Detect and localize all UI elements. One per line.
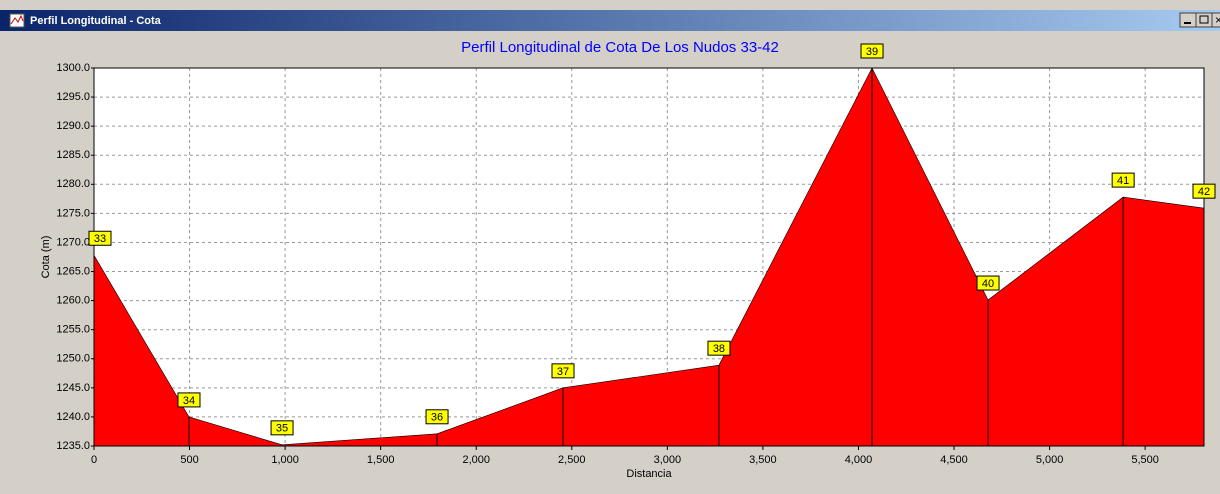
x-tick-label: 4,500 xyxy=(940,454,968,466)
node-label: 39 xyxy=(866,46,878,58)
y-tick-label: 1265.0 xyxy=(56,265,90,277)
x-tick-label: 4,000 xyxy=(845,454,873,466)
node-label: 35 xyxy=(276,423,288,435)
x-tick-label: 2,000 xyxy=(462,454,490,466)
x-tick-label: 1,500 xyxy=(367,454,395,466)
x-tick-label: 3,500 xyxy=(749,454,777,466)
y-tick-label: 1290.0 xyxy=(56,120,90,132)
node-label: 36 xyxy=(431,412,443,424)
node-label-box xyxy=(270,420,294,436)
node-label: 34 xyxy=(183,395,195,407)
y-tick-label: 1285.0 xyxy=(56,149,90,161)
y-tick-label: 1270.0 xyxy=(56,236,90,248)
minimize-button[interactable] xyxy=(1179,12,1197,28)
window-title: Perfil Longitudinal - Cota xyxy=(30,15,162,27)
maximize-glyph xyxy=(1199,15,1209,24)
node-label-box xyxy=(707,340,731,356)
maximize-button[interactable] xyxy=(1195,12,1213,28)
node-label-box xyxy=(177,392,201,408)
node-label-box xyxy=(860,43,884,59)
y-tick-label: 1280.0 xyxy=(56,178,90,190)
plot-border xyxy=(93,67,1205,447)
node-label: 33 xyxy=(94,233,106,245)
node-label-box xyxy=(1192,183,1216,199)
y-tick-label: 1275.0 xyxy=(56,207,90,219)
x-tick-label: 0 xyxy=(91,454,97,466)
x-tick-label: 500 xyxy=(180,454,198,466)
node-label: 40 xyxy=(982,278,994,290)
y-tick-label: 1240.0 xyxy=(56,411,90,423)
y-tick-label: 1235.0 xyxy=(56,440,90,452)
node-label-box xyxy=(1111,172,1135,188)
x-axis-label: Distancia xyxy=(626,468,672,480)
node-label-box xyxy=(976,275,1000,291)
node-label-box xyxy=(425,409,449,425)
y-tick-label: 1255.0 xyxy=(56,324,90,336)
y-tick-label: 1300.0 xyxy=(56,62,90,74)
y-tick-label: 1250.0 xyxy=(56,353,90,365)
x-tick-label: 3,000 xyxy=(654,454,682,466)
node-label: 38 xyxy=(713,343,725,355)
close-button[interactable] xyxy=(1211,12,1220,28)
node-label: 42 xyxy=(1198,186,1210,198)
window-icon-graph xyxy=(10,14,24,25)
x-tick-label: 1,000 xyxy=(271,454,299,466)
node-label-box xyxy=(551,363,575,379)
x-tick-label: 5,500 xyxy=(1131,454,1159,466)
node-label-box xyxy=(88,230,112,246)
node-label: 37 xyxy=(557,366,569,378)
close-glyph: × xyxy=(1215,13,1220,27)
chart-title: Perfil Longitudinal de Cota De Los Nudos… xyxy=(461,39,779,56)
node-label: 41 xyxy=(1117,175,1129,187)
x-tick-label: 5,000 xyxy=(1036,454,1064,466)
y-tick-label: 1245.0 xyxy=(56,382,90,394)
y-tick-label: 1260.0 xyxy=(56,295,90,307)
y-axis-label: Cota (m) xyxy=(40,236,52,279)
y-tick-label: 1295.0 xyxy=(56,91,90,103)
x-tick-label: 2,500 xyxy=(558,454,586,466)
title-bar xyxy=(0,10,1220,31)
